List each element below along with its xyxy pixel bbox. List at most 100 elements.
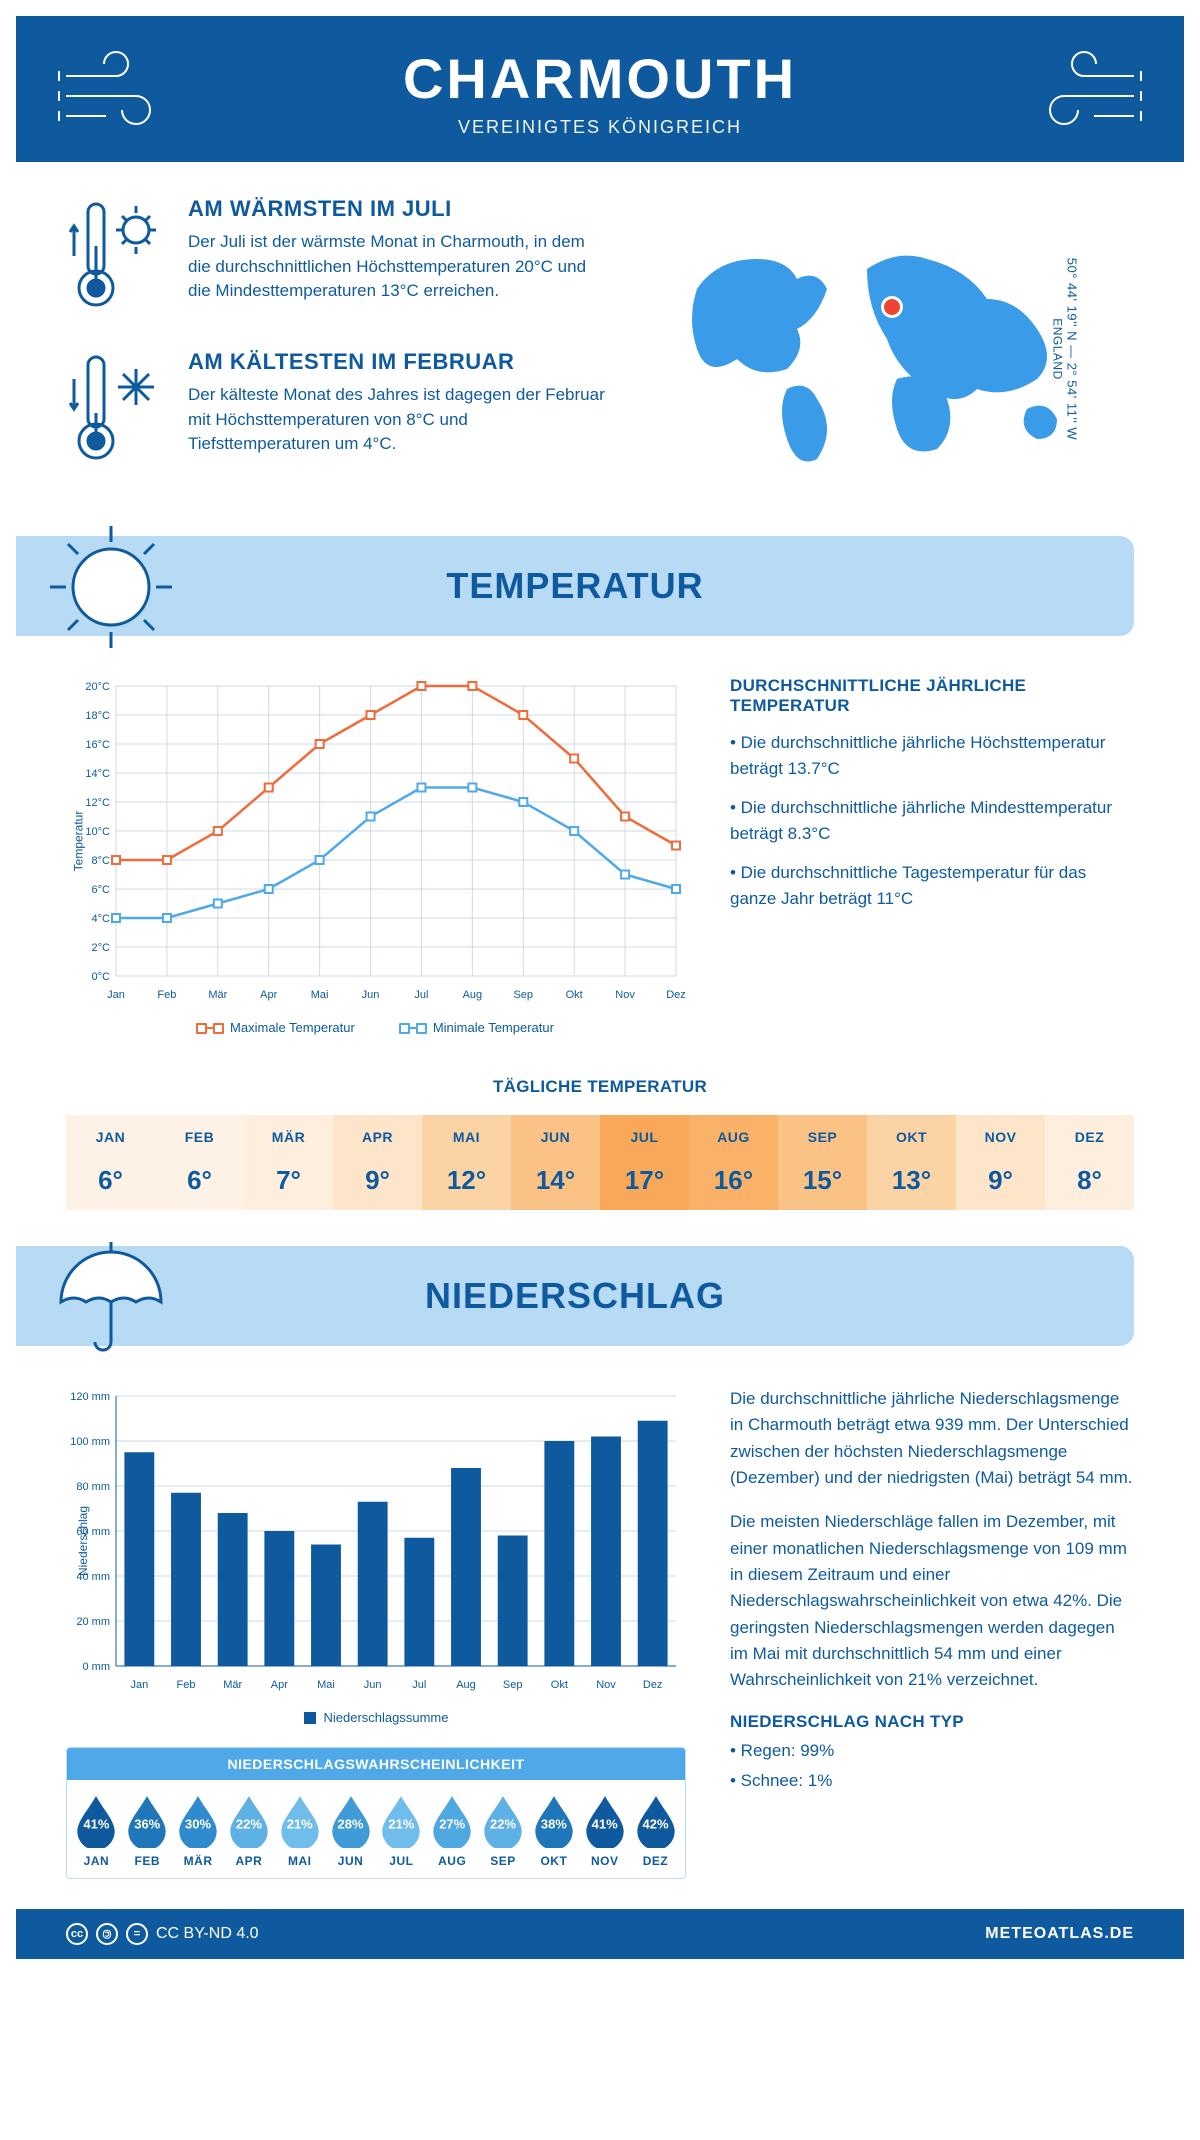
fact-title: AM WÄRMSTEN IM JULI [188,196,610,222]
daily-cell: NOV9° [956,1115,1045,1210]
svg-text:Jan: Jan [107,989,125,1001]
daily-cell: SEP15° [778,1115,867,1210]
svg-text:Nov: Nov [615,989,635,1001]
umbrella-icon [46,1232,176,1362]
svg-text:Jun: Jun [364,1679,382,1691]
prob-cell: 41%NOV [579,1794,630,1868]
daily-cell: MAI12° [422,1115,511,1210]
prob-title: NIEDERSCHLAGSWAHRSCHEINLICHKEIT [67,1748,685,1780]
svg-text:10°C: 10°C [85,826,110,838]
svg-text:20 mm: 20 mm [76,1616,110,1628]
svg-text:Jul: Jul [414,989,428,1001]
fact-warmest: AM WÄRMSTEN IM JULI Der Juli ist der wär… [66,196,610,321]
prob-cell: 36%FEB [122,1794,173,1868]
svg-text:Mai: Mai [317,1679,335,1691]
daily-cell: JAN6° [66,1115,155,1210]
svg-text:Feb: Feb [177,1679,196,1691]
bullet: • Die durchschnittliche Tagestemperatur … [730,860,1134,911]
thermometer-sun-icon [66,196,166,316]
bullet: • Regen: 99% [730,1738,1134,1764]
daily-cell: DEZ8° [1045,1115,1134,1210]
svg-text:6°C: 6°C [92,884,111,896]
precip-text: Die durchschnittliche jährliche Niedersc… [730,1386,1134,1491]
footer: cc 🄯 = CC BY-ND 4.0 METEOATLAS.DE [16,1909,1184,1959]
prob-cell: 21%JUL [376,1794,427,1868]
svg-text:Sep: Sep [503,1679,523,1691]
precipitation-banner: NIEDERSCHLAG [16,1246,1134,1346]
page-title: CHARMOUTH [36,46,1164,111]
prob-cell: 30%MÄR [173,1794,224,1868]
svg-text:2°C: 2°C [92,942,111,954]
svg-text:12°C: 12°C [85,797,110,809]
y-axis-label: Niederschlag [76,1506,90,1576]
prob-cell: 22%APR [223,1794,274,1868]
section-title: NIEDERSCHLAG [425,1275,725,1317]
svg-text:Okt: Okt [551,1679,568,1691]
precip-probability-box: NIEDERSCHLAGSWAHRSCHEINLICHKEIT 41%JAN36… [66,1747,686,1879]
daily-cell: JUN14° [511,1115,600,1210]
cc-icon: cc [66,1923,88,1945]
prob-cell: 21%MAI [274,1794,325,1868]
precip-text: Die meisten Niederschläge fallen im Deze… [730,1509,1134,1693]
svg-text:Feb: Feb [157,989,176,1001]
infographic-page: CHARMOUTH VEREINIGTES KÖNIGREICH [0,0,1200,1975]
svg-text:Mär: Mär [208,989,227,1001]
svg-text:120 mm: 120 mm [70,1391,110,1403]
sun-icon [46,522,176,652]
prob-cell: 27%AUG [427,1794,478,1868]
svg-text:Jul: Jul [412,1679,426,1691]
fact-title: AM KÄLTESTEN IM FEBRUAR [188,349,610,375]
fact-text: Der Juli ist der wärmste Monat in Charmo… [188,230,610,304]
daily-cell: APR9° [333,1115,422,1210]
svg-text:0 mm: 0 mm [83,1661,111,1673]
daily-cell: FEB6° [155,1115,244,1210]
coordinates: 50° 44' 19'' N — 2° 54' 11'' W ENGLAND [1050,258,1079,440]
svg-text:80 mm: 80 mm [76,1481,110,1493]
svg-text:Aug: Aug [456,1679,476,1691]
svg-text:Dez: Dez [666,989,686,1001]
chart-legend: Maximale Temperatur Minimale Temperatur [66,1020,686,1035]
svg-text:Apr: Apr [271,1679,288,1691]
svg-text:Sep: Sep [513,989,533,1001]
svg-text:Jan: Jan [130,1679,148,1691]
svg-text:18°C: 18°C [85,710,110,722]
chart-legend: Niederschlagssumme [66,1710,686,1725]
bullet: • Die durchschnittliche jährliche Höchst… [730,730,1134,781]
by-icon: 🄯 [96,1923,118,1945]
svg-text:Apr: Apr [260,989,277,1001]
bullet: • Die durchschnittliche jährliche Mindes… [730,795,1134,846]
header: CHARMOUTH VEREINIGTES KÖNIGREICH [16,16,1184,162]
section-title: TEMPERATUR [446,565,703,607]
daily-cell: JUL17° [600,1115,689,1210]
bullet: • Schnee: 1% [730,1768,1134,1794]
svg-text:4°C: 4°C [92,913,111,925]
fact-coldest: AM KÄLTESTEN IM FEBRUAR Der kälteste Mon… [66,349,610,474]
intro-section: AM WÄRMSTEN IM JULI Der Juli ist der wär… [16,162,1184,526]
brand: METEOATLAS.DE [985,1925,1134,1943]
temperature-line-chart: 0°C2°C4°C6°C8°C10°C12°C14°C16°C18°C20°CJ… [66,676,686,1006]
thermometer-snow-icon [66,349,166,469]
prob-cell: 22%SEP [478,1794,529,1868]
daily-cell: MÄR7° [244,1115,333,1210]
prob-cell: 28%JUN [325,1794,376,1868]
y-axis-label: Temperatur [71,811,85,872]
precipitation-bar-chart: 0 mm20 mm40 mm60 mm80 mm100 mm120 mmJanF… [66,1386,686,1696]
fact-text: Der kälteste Monat des Jahres ist dagege… [188,383,610,457]
prob-cell: 42%DEZ [630,1794,681,1868]
prob-cell: 38%OKT [528,1794,579,1868]
license: cc 🄯 = CC BY-ND 4.0 [66,1923,259,1945]
svg-text:Aug: Aug [463,989,483,1001]
svg-text:8°C: 8°C [92,855,111,867]
world-map: 50° 44' 19'' N — 2° 54' 11'' W ENGLAND [640,196,1134,502]
svg-text:20°C: 20°C [85,681,110,693]
svg-text:Okt: Okt [566,989,583,1001]
daily-cell: OKT13° [867,1115,956,1210]
prob-cell: 41%JAN [71,1794,122,1868]
nd-icon: = [126,1923,148,1945]
svg-text:100 mm: 100 mm [70,1436,110,1448]
daily-temp-heatstrip: JAN6°FEB6°MÄR7°APR9°MAI12°JUN14°JUL17°AU… [66,1115,1134,1210]
precip-type-title: NIEDERSCHLAG NACH TYP [730,1712,1134,1732]
svg-text:14°C: 14°C [85,768,110,780]
svg-text:Nov: Nov [596,1679,616,1691]
svg-text:Jun: Jun [362,989,380,1001]
